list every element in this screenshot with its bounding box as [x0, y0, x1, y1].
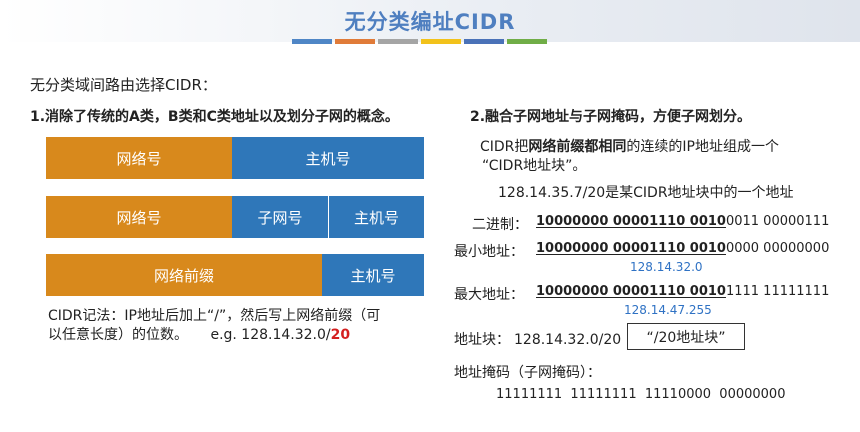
- page-title: 无分类编址CIDR: [344, 10, 516, 34]
- cidr-example: e.g. 128.14.32.0/20: [210, 327, 351, 343]
- color-stripe-segment: [421, 39, 461, 44]
- slash20-block-tag: “/20地址块”: [627, 323, 745, 350]
- title-banner: [0, 0, 860, 42]
- color-stripe-segment: [464, 39, 504, 44]
- address-block: 地址块： 128.14.32.0/20: [454, 332, 622, 348]
- network-number-block: 网络号: [46, 137, 232, 179]
- color-stripe-segment: [292, 39, 332, 44]
- max-address-binary: 10000000 00001110 00101111 11111111: [536, 284, 830, 299]
- intro-text: 无分类域间路由选择CIDR：: [30, 76, 217, 94]
- host-number-block-3: 主机号: [322, 254, 424, 296]
- address-mask-label: 地址掩码（子网掩码）：: [454, 365, 601, 381]
- binary-value: 10000000 00001110 00100011 00000111: [536, 214, 830, 229]
- min-address-binary: 10000000 00001110 00100000 00000000: [536, 241, 830, 256]
- cidr-notation-note-line2: 以任意长度）的位数。 e.g. 128.14.32.0/20: [48, 327, 351, 343]
- address-mask-value: 11111111 11111111 11110000 00000000: [496, 387, 786, 402]
- network-number-block-2: 网络号: [46, 196, 232, 238]
- max-address-label: 最大地址：: [454, 287, 524, 303]
- host-number-block-2: 主机号: [328, 196, 424, 238]
- min-address-label: 最小地址：: [454, 244, 524, 260]
- cidr-description-line1: CIDR把网络前缀都相同的连续的IP地址组成一个: [480, 139, 779, 155]
- right-heading: 2.融合子网地址与子网掩码，方便子网划分。: [470, 109, 752, 125]
- cidr-description-line2: “CIDR地址块”。: [482, 158, 587, 174]
- color-stripe-segment: [335, 39, 375, 44]
- network-prefix-block: 网络前缀: [46, 254, 322, 296]
- color-stripe-segment: [507, 39, 547, 44]
- color-stripe-segment: [378, 39, 418, 44]
- max-address-dotted: 128.14.47.255: [624, 303, 712, 317]
- cidr-example-address: 128.14.35.7/20是某CIDR地址块中的一个地址: [498, 185, 794, 201]
- min-address-dotted: 128.14.32.0: [630, 260, 703, 274]
- binary-label: 二进制：: [472, 217, 528, 233]
- host-number-block: 主机号: [232, 137, 424, 179]
- subnet-number-block: 子网号: [232, 196, 328, 238]
- left-heading: 1.消除了传统的A类，B类和C类地址以及划分子网的概念。: [30, 109, 399, 125]
- cidr-notation-note-line1: CIDR记法：IP地址后加上“/”，然后写上网络前缀（可: [48, 308, 381, 324]
